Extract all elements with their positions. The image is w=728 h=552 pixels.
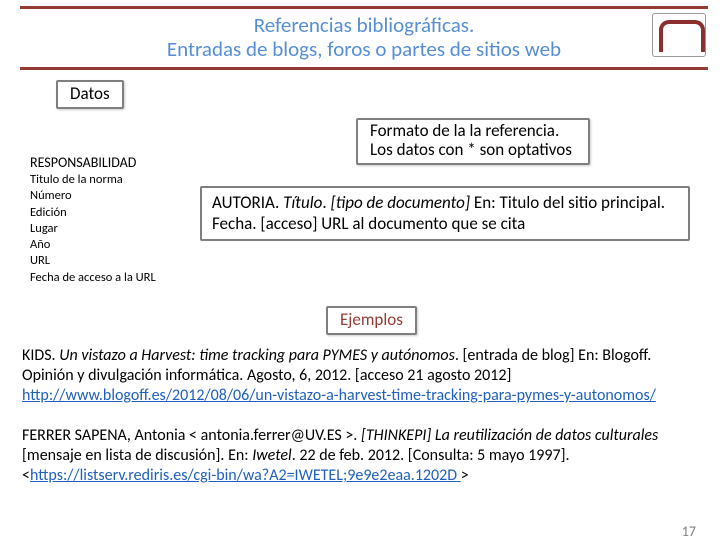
example-2: FERRER SAPENA, Antonia < antonia.ferrer@… [22,426,704,486]
page-number: 17 [682,523,696,540]
reference-format-box: AUTORIA. Título. [tipo de documento] En:… [200,186,690,241]
slide-header: Referencias bibliográficas. Entradas de … [20,6,708,70]
format-seg3: . [322,192,330,213]
ex2-author: FERRER SAPENA, Antonia < antonia.ferrer@… [22,426,361,445]
ex2-source: Iwetel [252,446,292,465]
ex2-close: > [461,466,469,485]
field-url: URL [30,253,156,269]
format-tipo: [tipo de documento] [331,192,471,213]
field-fecha-acceso: Fecha de acceso a la URL [30,270,156,286]
institution-logo [652,13,706,57]
field-lugar: Lugar [30,221,156,237]
format-titulo: Título [283,192,322,213]
ejemplos-label: Ejemplos [340,309,403,330]
example-1: KIDS. Un vistazo a Harvest: time trackin… [22,346,704,406]
datos-label: Datos [70,83,110,104]
ex2-title: [THINKEPI] La reutilización de datos cul… [361,426,658,445]
format-seg1: AUTORIA. [212,192,283,213]
field-ano: Año [30,237,156,253]
formato-label-box: Formato de la la referencia. Los datos c… [356,118,590,165]
field-numero: Número [30,188,156,204]
formato-label-line2: Los datos con * son optativos [370,141,572,160]
ex2-mid: [mensaje en lista de discusión]. En: [22,446,252,465]
formato-label-line1: Formato de la la referencia. [370,122,572,141]
datos-label-box: Datos [56,80,124,109]
examples-block: KIDS. Un vistazo a Harvest: time trackin… [22,346,704,486]
ex1-author: KIDS. [22,346,59,365]
field-responsabilidad: RESPONSABILIDAD [30,154,156,172]
field-edicion: Edición [30,205,156,221]
ex2-url-link[interactable]: https://listserv.rediris.es/cgi-bin/wa?A… [30,466,461,485]
header-title-line1: Referencias bibliográficas. [20,13,708,37]
ejemplos-label-box: Ejemplos [326,306,417,335]
fields-list: RESPONSABILIDAD Titulo de la norma Númer… [30,154,156,286]
ex1-title: Un vistazo a Harvest: time tracking para… [59,346,455,365]
header-title-line2: Entradas de blogs, foros o partes de sit… [20,37,708,61]
field-titulo: Titulo de la norma [30,172,156,188]
ex1-url-link[interactable]: http://www.blogoff.es/2012/08/06/un-vist… [22,386,656,405]
